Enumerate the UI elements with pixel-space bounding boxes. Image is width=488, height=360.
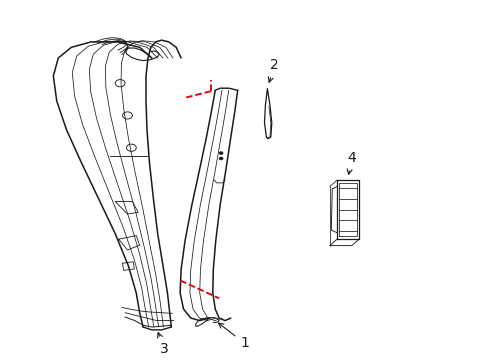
Text: 4: 4 (346, 152, 355, 174)
Text: 1: 1 (218, 323, 248, 350)
Text: 3: 3 (157, 333, 168, 356)
Circle shape (219, 152, 223, 154)
Circle shape (219, 157, 223, 160)
Text: 2: 2 (268, 58, 279, 82)
